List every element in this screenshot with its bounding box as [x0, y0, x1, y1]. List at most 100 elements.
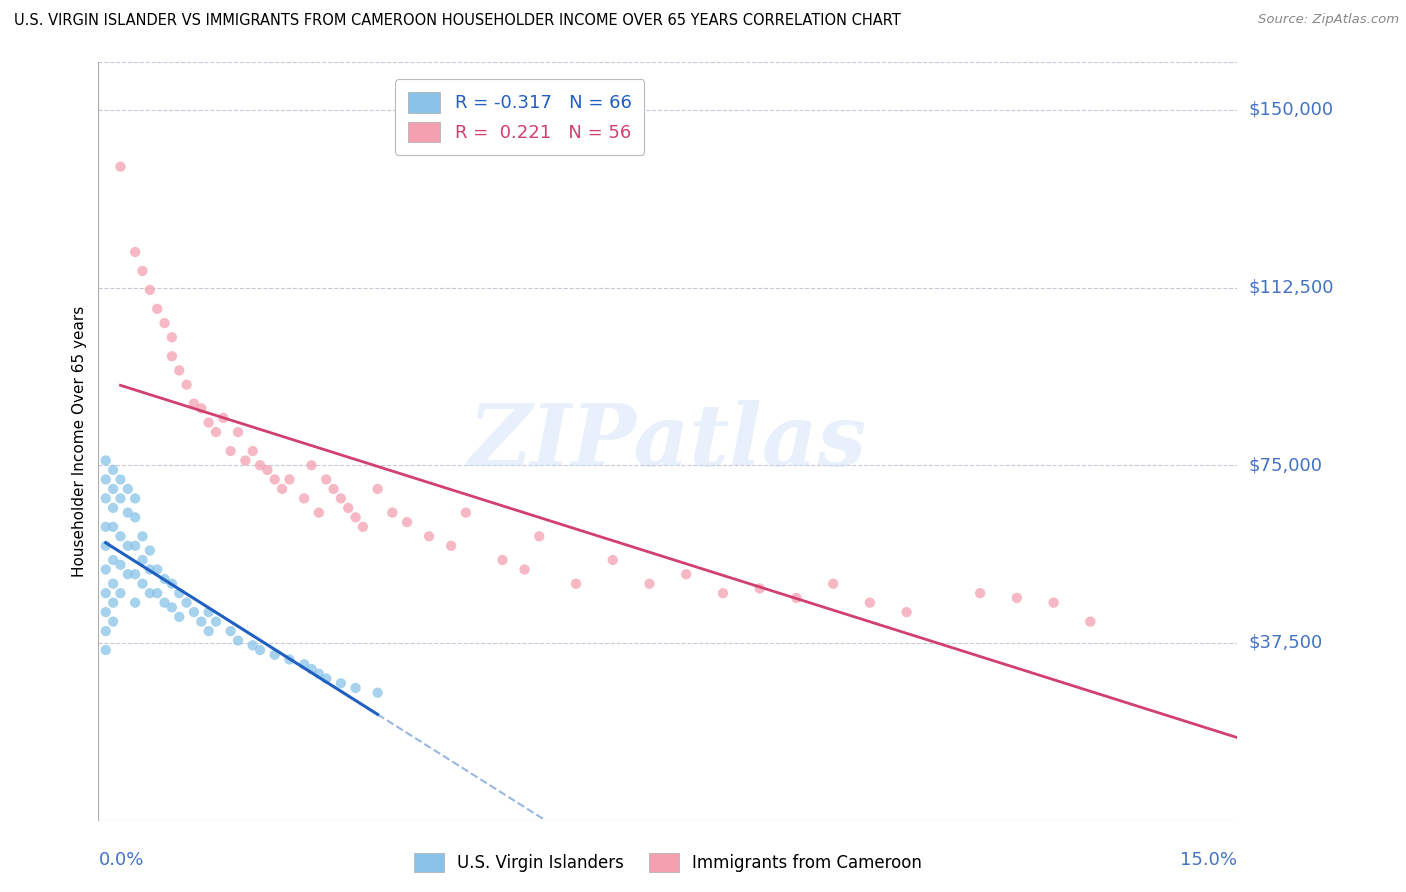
Point	[1042, 596, 1064, 610]
Point	[183, 396, 205, 410]
Point	[110, 529, 132, 543]
Text: Source: ZipAtlas.com: Source: ZipAtlas.com	[1258, 13, 1399, 27]
Text: $37,500: $37,500	[1249, 634, 1323, 652]
Point	[146, 586, 169, 600]
Point	[418, 529, 440, 543]
Point	[131, 576, 153, 591]
Point	[117, 506, 139, 520]
Point	[190, 401, 212, 416]
Point	[1078, 615, 1101, 629]
Point	[117, 482, 139, 496]
Point	[160, 349, 183, 363]
Point	[711, 586, 734, 600]
Text: $75,000: $75,000	[1249, 456, 1323, 475]
Point	[1005, 591, 1028, 605]
Point	[315, 672, 337, 686]
Text: 15.0%: 15.0%	[1180, 851, 1237, 869]
Point	[748, 582, 770, 596]
Point	[344, 510, 367, 524]
Point	[101, 500, 124, 515]
Point	[301, 662, 323, 676]
Point	[190, 615, 212, 629]
Point	[381, 506, 404, 520]
Point	[315, 473, 337, 487]
Point	[205, 425, 228, 439]
Point	[101, 520, 124, 534]
Point	[153, 596, 176, 610]
Point	[94, 453, 117, 467]
Point	[352, 520, 374, 534]
Point	[139, 543, 162, 558]
Point	[337, 500, 360, 515]
Point	[101, 615, 124, 629]
Point	[124, 510, 146, 524]
Text: U.S. VIRGIN ISLANDER VS IMMIGRANTS FROM CAMEROON HOUSEHOLDER INCOME OVER 65 YEAR: U.S. VIRGIN ISLANDER VS IMMIGRANTS FROM …	[14, 13, 901, 29]
Point	[146, 301, 169, 316]
Point	[219, 444, 242, 458]
Point	[94, 473, 117, 487]
Point	[131, 264, 153, 278]
Point	[94, 605, 117, 619]
Point	[278, 473, 301, 487]
Point	[263, 473, 285, 487]
Point	[167, 586, 190, 600]
Point	[131, 529, 153, 543]
Point	[308, 666, 330, 681]
Point	[896, 605, 918, 619]
Point	[101, 596, 124, 610]
Point	[565, 576, 588, 591]
Text: $150,000: $150,000	[1249, 101, 1333, 119]
Point	[859, 596, 882, 610]
Point	[235, 453, 257, 467]
Point	[638, 576, 661, 591]
Point	[183, 605, 205, 619]
Point	[226, 633, 249, 648]
Point	[153, 572, 176, 586]
Point	[176, 377, 198, 392]
Point	[675, 567, 697, 582]
Point	[242, 444, 264, 458]
Point	[153, 316, 176, 330]
Point	[110, 586, 132, 600]
Y-axis label: Householder Income Over 65 years: Householder Income Over 65 years	[72, 306, 87, 577]
Point	[94, 539, 117, 553]
Point	[139, 562, 162, 576]
Point	[322, 482, 344, 496]
Point	[602, 553, 624, 567]
Point	[529, 529, 551, 543]
Point	[205, 615, 228, 629]
Point	[263, 648, 285, 662]
Point	[146, 562, 169, 576]
Point	[167, 363, 190, 377]
Point	[167, 610, 190, 624]
Point	[242, 638, 264, 652]
Point	[197, 624, 219, 639]
Point	[308, 506, 330, 520]
Point	[395, 515, 418, 529]
Point	[278, 652, 301, 666]
Point	[94, 586, 117, 600]
Point	[256, 463, 278, 477]
Legend: U.S. Virgin Islanders, Immigrants from Cameroon: U.S. Virgin Islanders, Immigrants from C…	[405, 845, 931, 880]
Point	[212, 410, 235, 425]
Point	[101, 553, 124, 567]
Point	[94, 562, 117, 576]
Point	[110, 491, 132, 506]
Point	[139, 586, 162, 600]
Point	[367, 686, 389, 700]
Point	[117, 567, 139, 582]
Point	[219, 624, 242, 639]
Point	[513, 562, 536, 576]
Point	[94, 643, 117, 657]
Point	[292, 491, 315, 506]
Point	[101, 482, 124, 496]
Point	[124, 596, 146, 610]
Point	[176, 596, 198, 610]
Point	[249, 458, 271, 473]
Point	[94, 520, 117, 534]
Point	[110, 558, 132, 572]
Point	[197, 416, 219, 430]
Point	[124, 244, 146, 259]
Point	[969, 586, 991, 600]
Point	[197, 605, 219, 619]
